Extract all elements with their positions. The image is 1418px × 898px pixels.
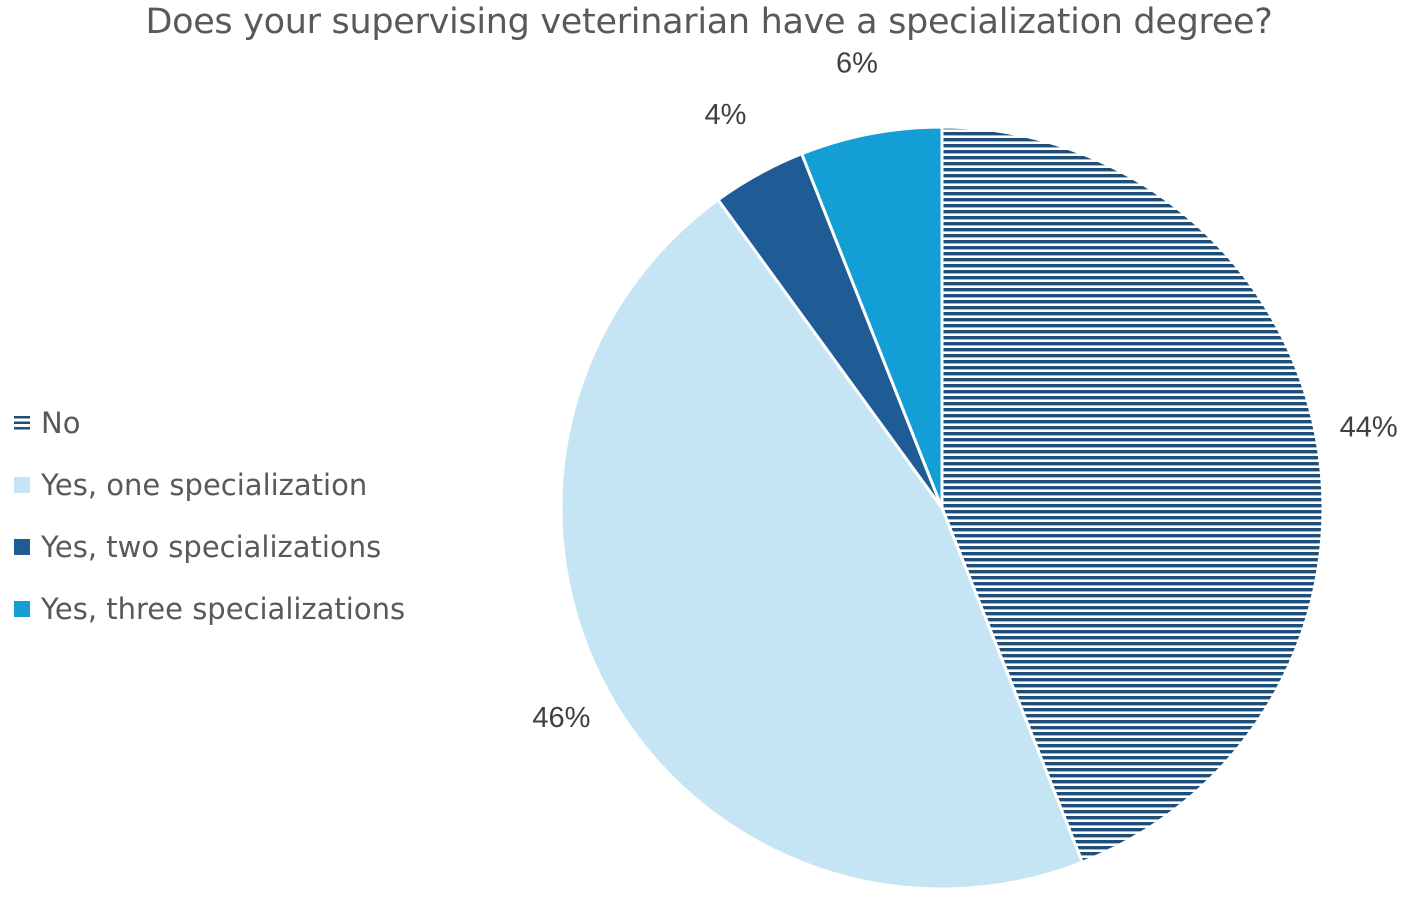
pie-slice-no (940, 125, 1325, 864)
pie-slices (559, 125, 1325, 891)
legend-swatch-one-specialization (14, 477, 30, 493)
pie-slice-one-specialization (559, 198, 1084, 891)
legend-item-three-specializations: Yes, three specializations (14, 578, 405, 640)
chart-legend: No Yes, one specialization Yes, two spec… (14, 392, 405, 640)
legend-item-one-specialization: Yes, one specialization (14, 454, 405, 516)
chart-title: Does your supervising veterinarian have … (145, 2, 1273, 42)
legend-swatch-no (14, 415, 30, 431)
data-label-two-specializations: 4% (704, 99, 746, 131)
legend-label-one-specialization: Yes, one specialization (41, 468, 368, 502)
legend-item-no: No (14, 392, 405, 454)
data-label-one-specialization: 46% (532, 702, 590, 734)
legend-label-three-specializations: Yes, three specializations (41, 592, 406, 626)
data-label-no: 44% (1340, 412, 1398, 444)
legend-swatch-two-specializations (14, 539, 30, 555)
legend-swatch-three-specializations (14, 601, 30, 617)
legend-item-two-specializations: Yes, two specializations (14, 516, 405, 578)
pie-slice-three-specializations (800, 125, 944, 510)
data-label-three-specializations: 6% (836, 48, 878, 80)
pie-data-labels: 44% 46% 4% 6% (532, 48, 1397, 735)
legend-label-two-specializations: Yes, two specializations (41, 530, 382, 564)
legend-label-no: No (41, 406, 81, 440)
